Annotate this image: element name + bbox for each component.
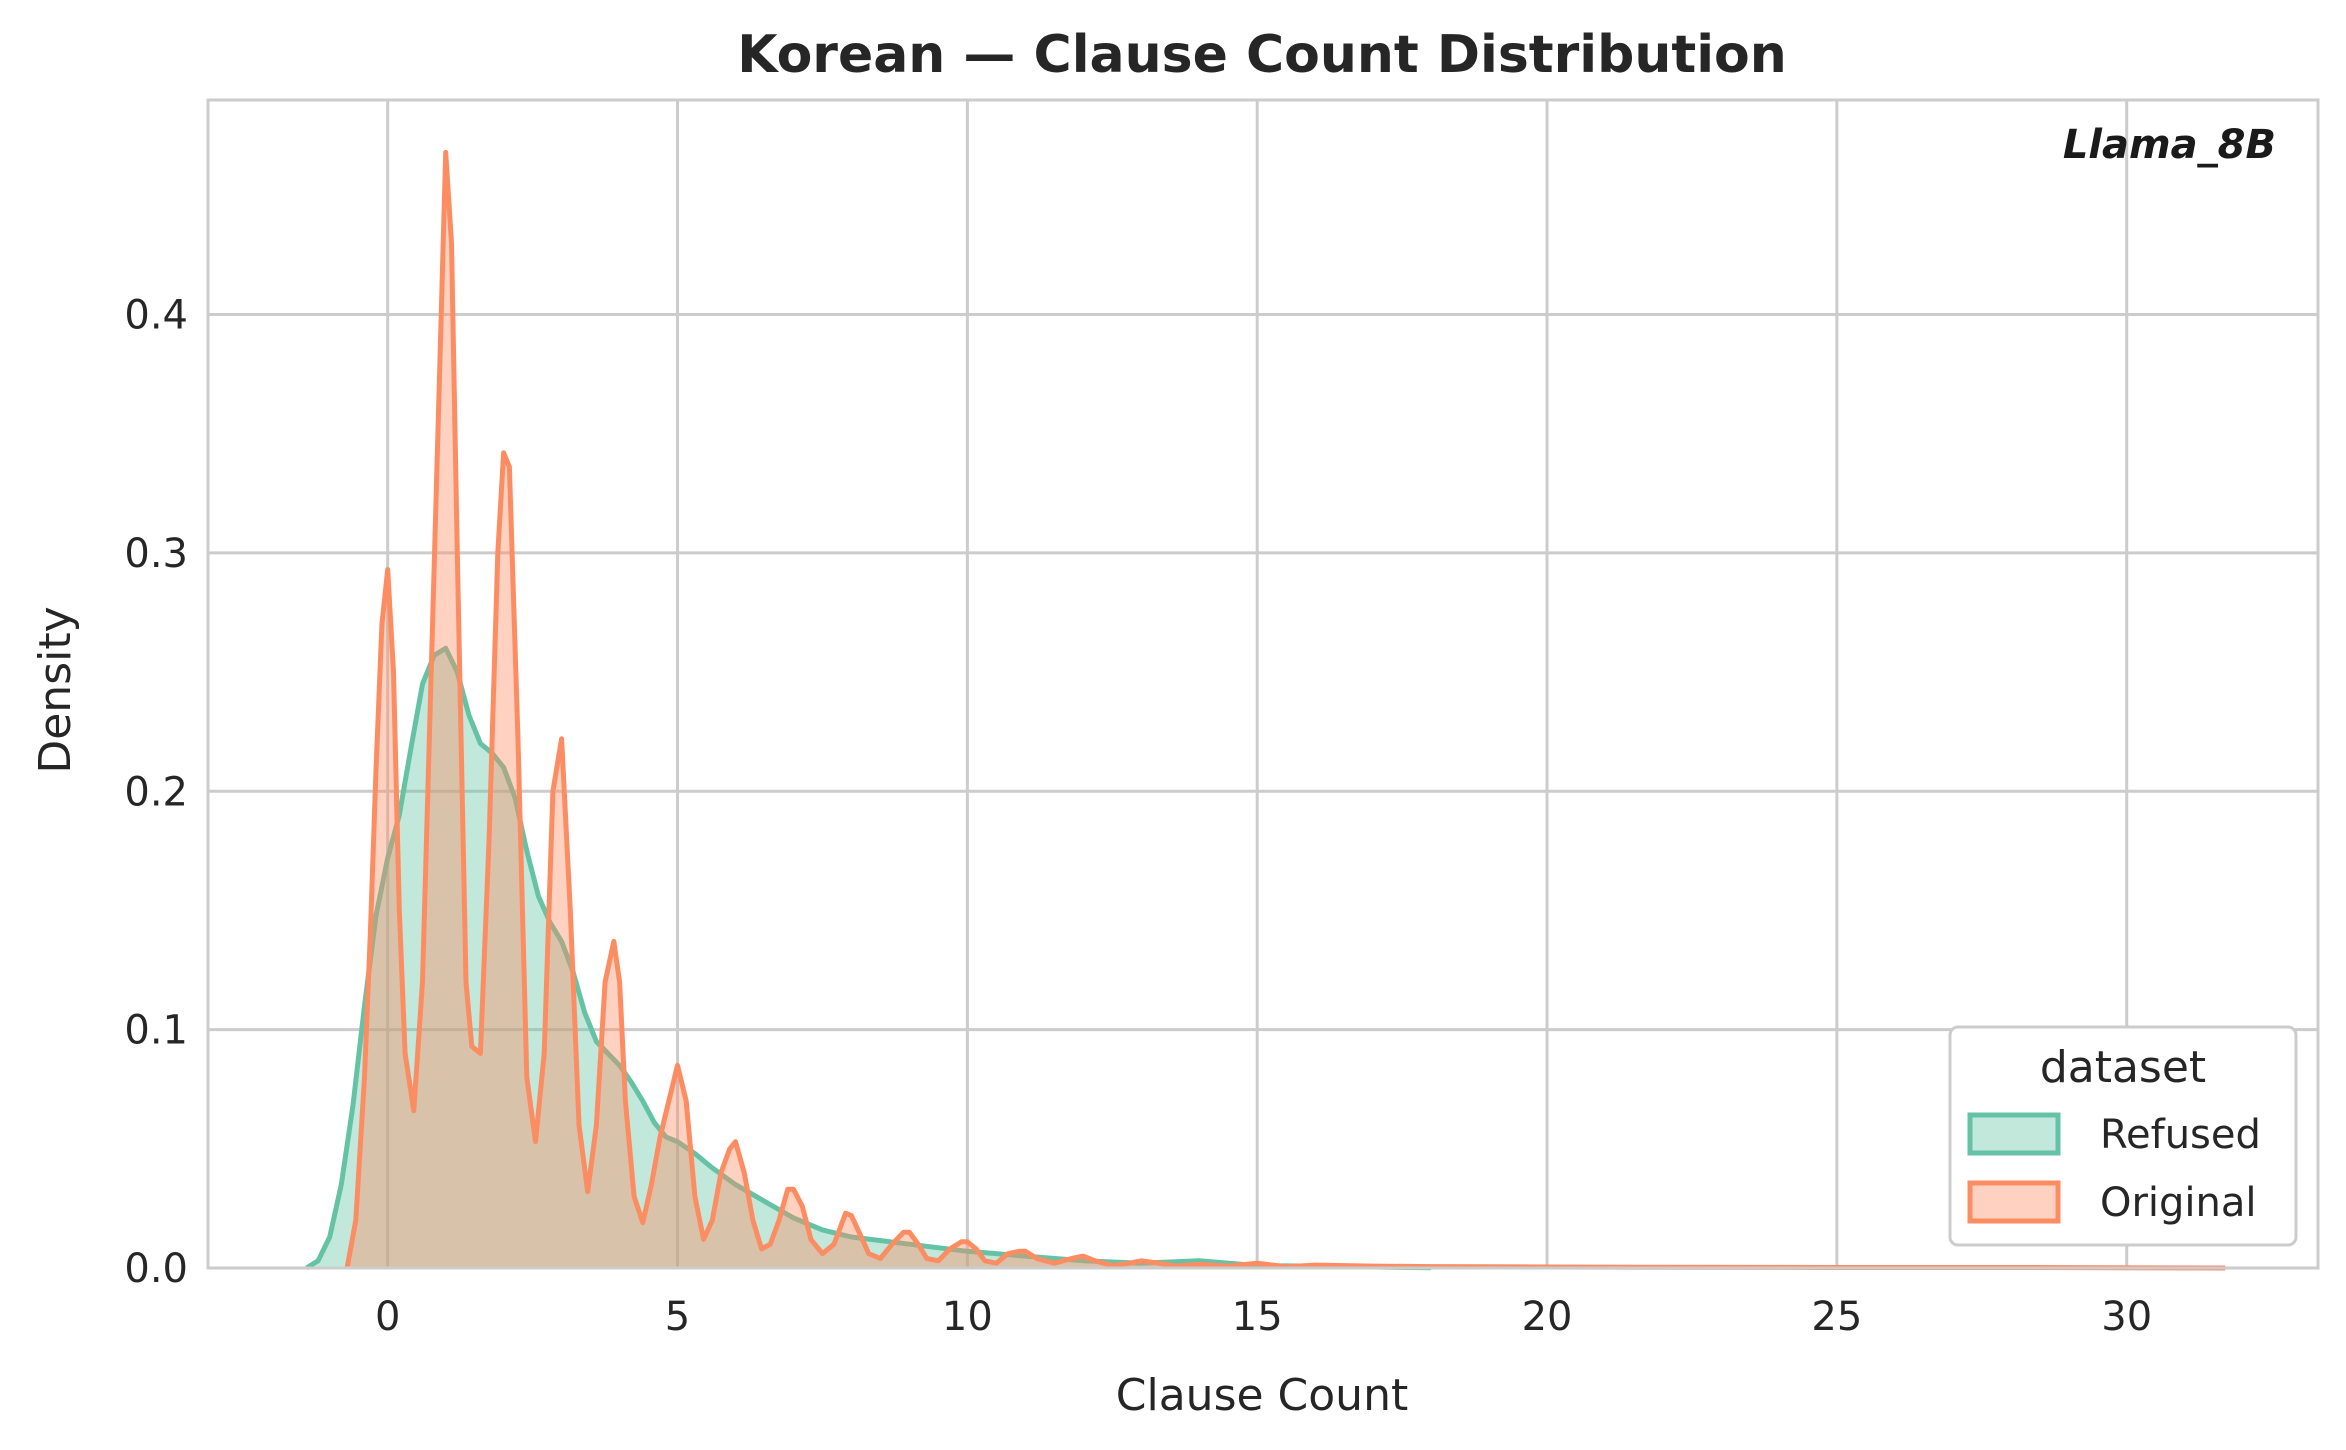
x-axis-ticks: 0 5 10 15 20 25 30 (375, 1294, 2152, 1340)
legend-label-original: Original (2100, 1180, 2257, 1226)
x-tick-label: 5 (665, 1294, 690, 1340)
plot-frame (206, 98, 2320, 1270)
x-tick-label: 0 (375, 1294, 400, 1340)
y-tick-label: 0.4 (124, 293, 188, 339)
x-tick-label: 30 (2101, 1294, 2152, 1340)
x-axis-label: Clause Count (1116, 1370, 1408, 1421)
legend-box (1948, 1025, 2298, 1247)
model-annotation: Llama_8B (2063, 122, 2276, 168)
series-line-original (344, 149, 2226, 1271)
legend-swatch-original (1967, 1180, 2061, 1224)
legend-title: dataset (2040, 1042, 2206, 1093)
y-axis-label: Density (30, 606, 81, 773)
legend-label-refused: Refused (2100, 1112, 2261, 1158)
y-axis-ticks: 0.0 0.1 0.2 0.3 0.4 (124, 293, 188, 1292)
y-tick-label: 0.3 (124, 531, 188, 577)
series-area-original (347, 152, 2226, 1268)
x-tick-label: 20 (1522, 1294, 1573, 1340)
legend-swatch-refused (1967, 1112, 2061, 1156)
chart-title: Korean — Clause Count Distribution (737, 25, 1787, 85)
y-tick-label: 0.1 (124, 1008, 188, 1054)
x-tick-label: 10 (942, 1294, 993, 1340)
series-area-refused (306, 648, 1432, 1268)
y-tick-label: 0.2 (124, 769, 188, 815)
y-tick-label: 0.0 (124, 1246, 188, 1292)
series-layer (305, 149, 2226, 1271)
legend: dataset Refused Original (1948, 1025, 2298, 1247)
x-tick-label: 25 (1811, 1294, 1862, 1340)
x-tick-label: 15 (1232, 1294, 1283, 1340)
series-line-refused (305, 645, 1432, 1271)
